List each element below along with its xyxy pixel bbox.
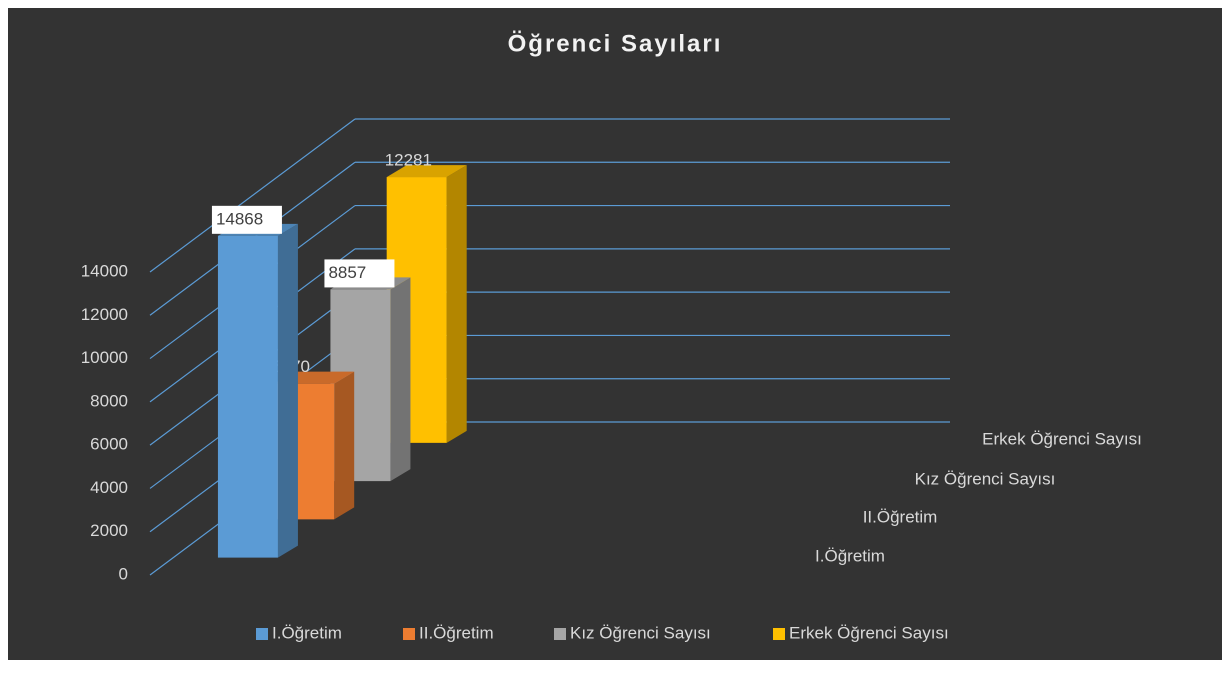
y-tick-label: 8000 [90, 391, 128, 410]
depth-axis-label: Kız Öğrenci Sayısı [915, 469, 1056, 488]
grid-line [149, 118, 356, 273]
legend-swatch [773, 628, 785, 640]
chart-background [8, 8, 1222, 660]
data-label-box [211, 205, 282, 234]
y-tick-label: 12000 [81, 305, 128, 324]
chart-title: Öğrenci Sayıları [508, 30, 723, 57]
depth-axis-label: Erkek Öğrenci Sayısı [982, 429, 1142, 448]
y-tick-label: 4000 [90, 478, 128, 497]
y-tick-label: 2000 [90, 521, 128, 540]
bar-side [334, 371, 355, 520]
depth-axis-label: II.Öğretim [863, 507, 938, 526]
y-tick-label: 0 [119, 564, 128, 583]
legend-swatch [256, 628, 268, 640]
data-label: 8857 [328, 263, 366, 282]
legend-label: II.Öğretim [419, 623, 494, 642]
data-label: 12281 [385, 151, 432, 170]
depth-axis-label: I.Öğretim [815, 546, 885, 565]
bar-side [446, 165, 467, 443]
bar [217, 235, 278, 558]
legend-swatch [403, 628, 415, 640]
legend-label: I.Öğretim [272, 623, 342, 642]
data-label: 14868 [216, 209, 263, 228]
legend-label: Erkek Öğrenci Sayısı [789, 623, 949, 642]
bar-side [277, 223, 298, 558]
bar-top [386, 165, 467, 178]
y-tick-label: 14000 [81, 261, 128, 280]
legend-label: Kız Öğrenci Sayısı [570, 623, 711, 642]
legend-swatch [554, 628, 566, 640]
data-label-box [324, 259, 395, 288]
y-tick-label: 10000 [81, 348, 128, 367]
bar-side [390, 277, 411, 482]
y-tick-label: 6000 [90, 435, 128, 454]
